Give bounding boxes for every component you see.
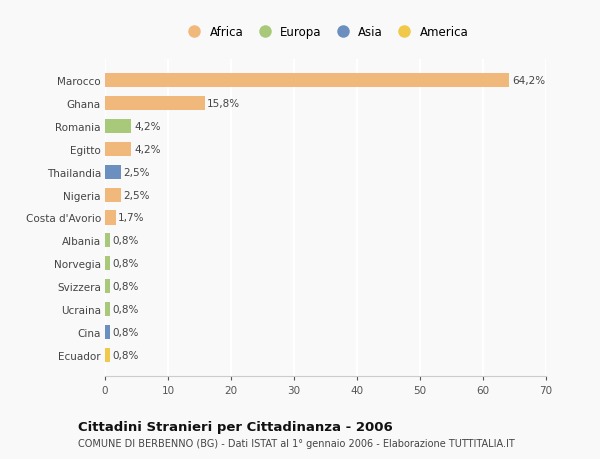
Text: 15,8%: 15,8%: [207, 99, 240, 109]
Text: 4,2%: 4,2%: [134, 122, 160, 132]
Bar: [105, 165, 121, 179]
Text: 2,5%: 2,5%: [123, 190, 150, 200]
Text: 2,5%: 2,5%: [123, 168, 150, 177]
Legend: Africa, Europa, Asia, America: Africa, Europa, Asia, America: [178, 21, 473, 44]
Bar: [105, 120, 131, 134]
Text: 0,8%: 0,8%: [113, 236, 139, 246]
Text: 4,2%: 4,2%: [134, 145, 160, 155]
Text: Cittadini Stranieri per Cittadinanza - 2006: Cittadini Stranieri per Cittadinanza - 2…: [78, 420, 393, 433]
Text: 0,8%: 0,8%: [113, 327, 139, 337]
Bar: [105, 74, 509, 88]
Text: 0,8%: 0,8%: [113, 350, 139, 360]
Bar: [105, 348, 110, 362]
Bar: [105, 188, 121, 202]
Bar: [105, 302, 110, 316]
Text: 0,8%: 0,8%: [113, 304, 139, 314]
Bar: [105, 280, 110, 294]
Text: 64,2%: 64,2%: [512, 76, 545, 86]
Bar: [105, 257, 110, 271]
Text: COMUNE DI BERBENNO (BG) - Dati ISTAT al 1° gennaio 2006 - Elaborazione TUTTITALI: COMUNE DI BERBENNO (BG) - Dati ISTAT al …: [78, 438, 515, 448]
Bar: [105, 234, 110, 248]
Bar: [105, 97, 205, 111]
Text: 0,8%: 0,8%: [113, 281, 139, 291]
Bar: [105, 211, 116, 225]
Bar: [105, 325, 110, 339]
Text: 1,7%: 1,7%: [118, 213, 145, 223]
Bar: [105, 142, 131, 157]
Text: 0,8%: 0,8%: [113, 259, 139, 269]
